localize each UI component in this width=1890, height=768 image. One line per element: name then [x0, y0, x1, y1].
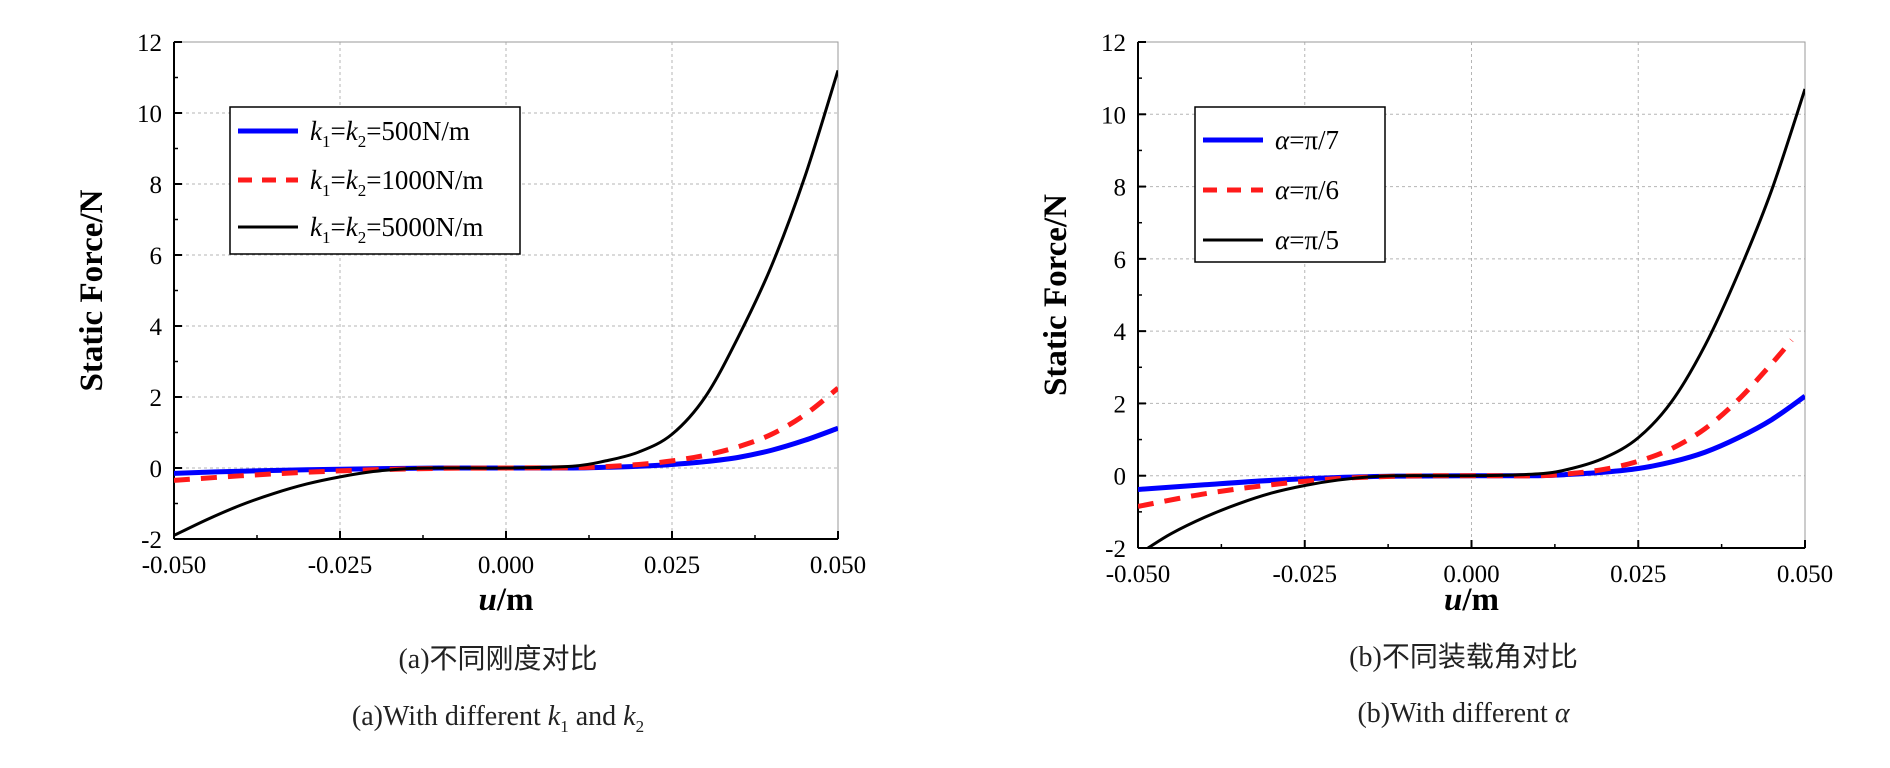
x-tick-label: 0.025 [1610, 561, 1666, 588]
y-tick-label: 8 [1114, 175, 1127, 202]
x-tick-label: 0.000 [1443, 561, 1499, 588]
plot-area [174, 69, 838, 537]
y-tick-label: 0 [1114, 464, 1127, 491]
y-tick-label: 2 [1114, 391, 1127, 418]
legend: α=π/7 α=π/6 α=π/5 [1194, 106, 1386, 263]
y-axis-title: Static Force/N [74, 189, 110, 391]
legend-label-2: α=π/5 [1275, 225, 1339, 255]
series-line-2 [174, 69, 838, 537]
y-tick-label: 12 [1101, 30, 1126, 57]
plot-area [1138, 88, 1805, 548]
y-tick-label: 0 [150, 456, 163, 483]
y-tick-label: 8 [150, 172, 163, 199]
x-axis-title: u/m [1444, 582, 1499, 618]
y-axis-title: Static Force/N [1038, 194, 1074, 396]
y-tick-label: -2 [1105, 536, 1126, 563]
y-tick-label: 12 [137, 30, 162, 57]
x-tick-label: 0.025 [644, 552, 700, 579]
y-tick-label: 2 [150, 385, 163, 412]
y-tick-label: 6 [1114, 247, 1127, 274]
y-tick-label: 4 [1114, 319, 1127, 346]
caption-en: (b)With different α [1357, 698, 1570, 729]
x-tick-label: -0.050 [142, 552, 207, 579]
legend-label-1: k1=k2=1000N/m [310, 165, 483, 200]
x-tick-label: 0.050 [810, 552, 866, 579]
x-axis-title: u/m [478, 582, 533, 618]
caption-en: (a)With different k1 and k2 [352, 701, 644, 736]
y-tick-label: 10 [1101, 102, 1126, 129]
y-tick-label: -2 [141, 527, 162, 554]
x-tick-label: -0.025 [308, 552, 373, 579]
x-tick-label: 0.000 [478, 552, 534, 579]
chart-b: -0.050 -0.025 0.000 0.025 0.050 -2 0 2 4 6 8 10 12 St… [1038, 30, 1833, 729]
series-line-2 [1147, 88, 1805, 548]
x-tick-label: -0.050 [1106, 561, 1171, 588]
x-tick-label: 0.050 [1777, 561, 1833, 588]
legend-label-2: k1=k2=5000N/m [310, 212, 483, 247]
chart-a: -0.050 -0.025 0.000 0.025 0.050 -2 0 2 4 6 8 10 12 St… [74, 30, 866, 736]
legend-label-0: α=π/7 [1275, 125, 1339, 155]
caption-cn: (a)不同刚度对比 [398, 643, 597, 675]
legend: k1=k2=500N/m k1=k2=1000N/m k1=k2=5000N/m [229, 106, 521, 255]
legend-box [1194, 106, 1386, 263]
y-tick-label: 4 [150, 314, 163, 341]
caption-cn: (b)不同装载角对比 [1349, 641, 1578, 673]
y-tick-label: 6 [150, 243, 163, 270]
legend-label-0: k1=k2=500N/m [310, 116, 470, 151]
legend-label-1: α=π/6 [1275, 175, 1339, 205]
series-line-1 [174, 386, 838, 483]
x-tick-label: -0.025 [1272, 561, 1337, 588]
series-line-0 [1138, 394, 1805, 492]
y-tick-label: 10 [137, 101, 162, 128]
series-line-1 [1138, 338, 1794, 509]
